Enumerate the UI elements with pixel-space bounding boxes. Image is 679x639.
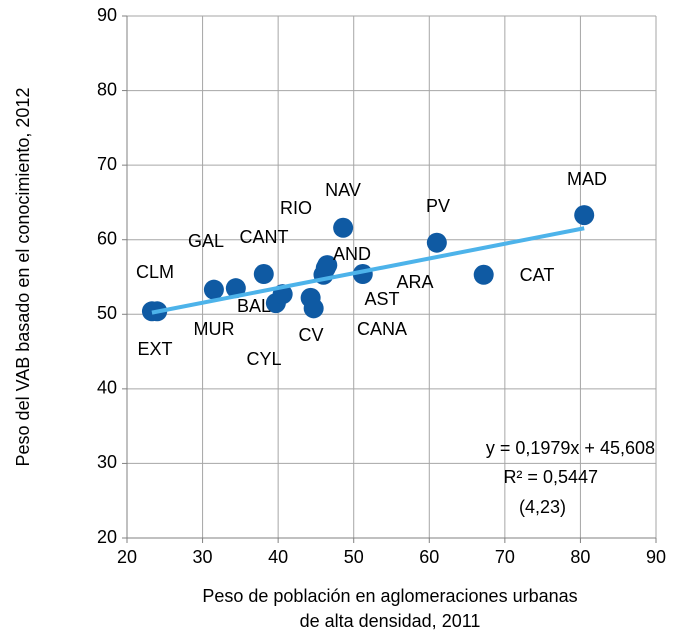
y-tick-label: 20 — [97, 527, 117, 547]
trendline — [151, 226, 585, 315]
point-label: NAV — [325, 180, 361, 200]
y-tick-label: 50 — [97, 303, 117, 323]
point-label: CV — [298, 325, 323, 345]
annotation: (4,23) — [519, 497, 566, 517]
point-label: EXT — [137, 339, 172, 359]
annotation: y = 0,1979x + 45,608 — [486, 438, 655, 458]
y-tick-label: 60 — [97, 228, 117, 248]
point-label: AND — [333, 244, 371, 264]
y-axis-label: Peso del VAB basado en el conocimiento, … — [13, 88, 33, 467]
x-tick-label: 40 — [268, 547, 288, 567]
point-label: CYL — [246, 349, 281, 369]
x-tick-label: 30 — [193, 547, 213, 567]
data-point — [473, 264, 494, 285]
x-tick-label: 80 — [570, 547, 590, 567]
point-label: CAT — [520, 265, 555, 285]
y-tick-label: 40 — [97, 378, 117, 398]
x-axis-label: de alta densidad, 2011 — [300, 611, 481, 631]
point-label: CLM — [136, 262, 174, 282]
y-tick-label: 80 — [97, 79, 117, 99]
data-point — [303, 298, 324, 319]
point-label: CANA — [357, 319, 407, 339]
data-point — [253, 264, 274, 285]
point-label: BAL — [237, 296, 271, 316]
x-tick-label: 90 — [646, 547, 666, 567]
data-point — [333, 217, 354, 238]
x-axis-label: Peso de población en aglomeraciones urba… — [202, 586, 577, 606]
point-label: CANT — [240, 227, 289, 247]
y-tick-label: 30 — [97, 452, 117, 472]
data-point — [203, 279, 224, 300]
point-label: MAD — [567, 169, 607, 189]
point-label: ARA — [396, 272, 433, 292]
point-label: AST — [364, 289, 399, 309]
data-point — [315, 258, 336, 279]
annotation: R² = 0,5447 — [503, 467, 598, 487]
point-label: RIO — [280, 198, 312, 218]
y-tick-label: 70 — [97, 154, 117, 174]
point-label: PV — [426, 196, 450, 216]
point-label: GAL — [188, 231, 224, 251]
x-tick-label: 70 — [495, 547, 515, 567]
y-tick-label: 90 — [97, 5, 117, 25]
point-label: MUR — [194, 319, 235, 339]
data-point — [426, 232, 447, 253]
x-tick-label: 20 — [117, 547, 137, 567]
data-point — [225, 278, 246, 299]
x-tick-label: 50 — [344, 547, 364, 567]
data-point — [574, 205, 595, 226]
x-tick-label: 60 — [419, 547, 439, 567]
